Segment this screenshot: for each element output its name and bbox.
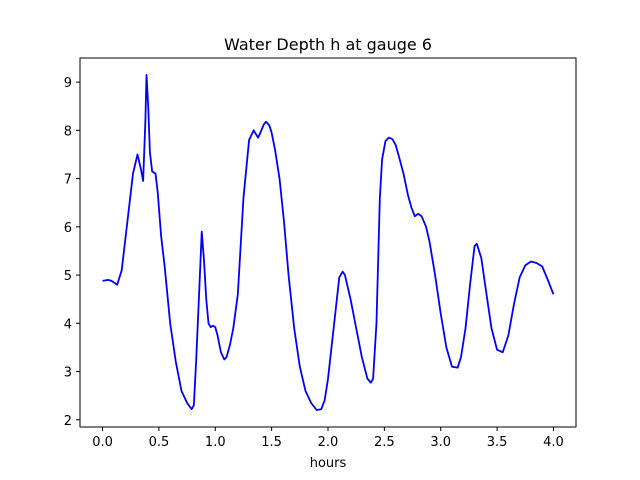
y-tick-label: 2	[64, 414, 72, 429]
x-tick-label: 4.0	[543, 435, 564, 450]
x-tick-label: 2.0	[318, 435, 339, 450]
y-tick-label: 3	[64, 366, 72, 381]
y-tick-label: 5	[64, 269, 72, 284]
y-axis: 2 3 4 5 6 7 8 9	[64, 76, 80, 429]
x-tick-label: 0.5	[149, 435, 170, 450]
x-tick-label: 1.0	[205, 435, 226, 450]
x-tick-label: 1.5	[261, 435, 282, 450]
series-line-0	[102, 73, 555, 412]
x-tick-label: 2.5	[374, 435, 395, 450]
plot-area: 0.0 0.5 1.0 1.5 2.0 2.5 3.0 3.5 4.0 2 3 4 5 6 7 8 9	[64, 57, 577, 450]
y-tick-label: 6	[64, 221, 72, 236]
y-tick-label: 9	[64, 76, 72, 91]
series-layer	[102, 73, 555, 412]
x-tick-label: 3.5	[487, 435, 508, 450]
chart-title: Water Depth h at gauge 6	[224, 35, 432, 54]
y-tick-label: 8	[64, 124, 72, 139]
y-tick-label: 7	[64, 173, 72, 188]
x-axis: 0.0 0.5 1.0 1.5 2.0 2.5 3.0 3.5 4.0	[92, 427, 564, 450]
y-tick-label: 4	[64, 317, 72, 332]
x-tick-label: 3.0	[430, 435, 451, 450]
x-tick-label: 0.0	[92, 435, 113, 450]
x-axis-label: hours	[310, 456, 347, 471]
